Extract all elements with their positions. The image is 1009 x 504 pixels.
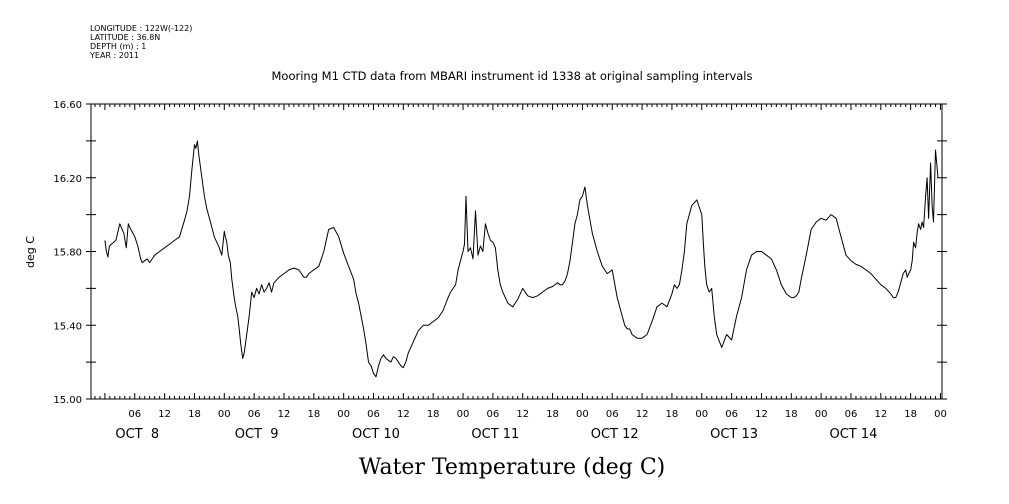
x-tick-label: 12 [874, 409, 887, 420]
day-label: OCT 8 [115, 427, 159, 442]
longitude-label: LONGITUDE : 122W(-122) [90, 24, 192, 33]
day-labels: OCT 8 OCT 9 OCT 10 OCT 11 OCT 12 OCT 13 OCT 14 [115, 427, 877, 442]
chart-title: Mooring M1 CTD data from MBARI instrumen… [272, 69, 753, 83]
x-tick-label: 00 [337, 409, 350, 420]
x-axis-label: Water Temperature (deg C) [359, 455, 666, 480]
x-tick-label: 06 [248, 409, 261, 420]
x-tick-label: 18 [188, 409, 201, 420]
x-tick-label: 00 [576, 409, 589, 420]
x-tick-label: 18 [546, 409, 559, 420]
year-label: YEAR : 2011 [89, 51, 139, 60]
latitude-label: LATITUDE : 36.8N [90, 33, 160, 42]
x-tick-label: 00 [218, 409, 231, 420]
x-tick-label: 12 [516, 409, 529, 420]
y-tick-label: 16.60 [53, 100, 82, 111]
depth-label: DEPTH (m) : 1 [90, 42, 146, 51]
x-tick-label: 06 [128, 409, 141, 420]
x-tick-label: 00 [695, 409, 708, 420]
day-label: OCT 9 [235, 427, 279, 442]
x-tick-label: 18 [307, 409, 320, 420]
x-tick-label: 00 [934, 409, 947, 420]
x-tick-label: 18 [427, 409, 440, 420]
x-tick-label: 12 [278, 409, 291, 420]
metadata-header: LONGITUDE : 122W(-122) LATITUDE : 36.8N … [89, 24, 192, 60]
y-axis: 15.00 15.40 15.80 16.20 16.60 [53, 100, 947, 406]
x-tick-label: 12 [397, 409, 410, 420]
x-tick-label: 12 [158, 409, 171, 420]
x-tick-label: 18 [904, 409, 917, 420]
y-tick-label: 15.80 [53, 248, 82, 259]
x-tick-label: 06 [606, 409, 619, 420]
x-tick-label: 18 [666, 409, 679, 420]
x-tick-label: 12 [755, 409, 768, 420]
x-tick-label: 06 [725, 409, 738, 420]
series-line [104, 140, 939, 378]
x-tick-label: 00 [457, 409, 470, 420]
x-tick-label: 06 [845, 409, 858, 420]
x-tick-label: 12 [636, 409, 649, 420]
day-label: OCT 10 [352, 427, 400, 442]
y-tick-label: 15.40 [53, 321, 82, 332]
x-axis: 06 12 18 00 06 12 18 00 06 12 18 00 06 12 18 00 06 12 18 00… [128, 409, 946, 420]
y-tick-label: 15.00 [53, 395, 82, 406]
day-label: OCT 13 [710, 427, 758, 442]
y-tick-label: 16.20 [53, 174, 82, 185]
minor-ticks [94, 104, 942, 399]
plot-frame [90, 103, 943, 400]
day-label: OCT 11 [471, 427, 519, 442]
y-axis-label: deg C [24, 236, 37, 268]
day-label: OCT 14 [829, 427, 877, 442]
x-tick-label: 18 [785, 409, 798, 420]
x-tick-label: 00 [815, 409, 828, 420]
x-tick-label: 06 [367, 409, 380, 420]
x-tick-label: 06 [487, 409, 500, 420]
day-label: OCT 12 [591, 427, 639, 442]
